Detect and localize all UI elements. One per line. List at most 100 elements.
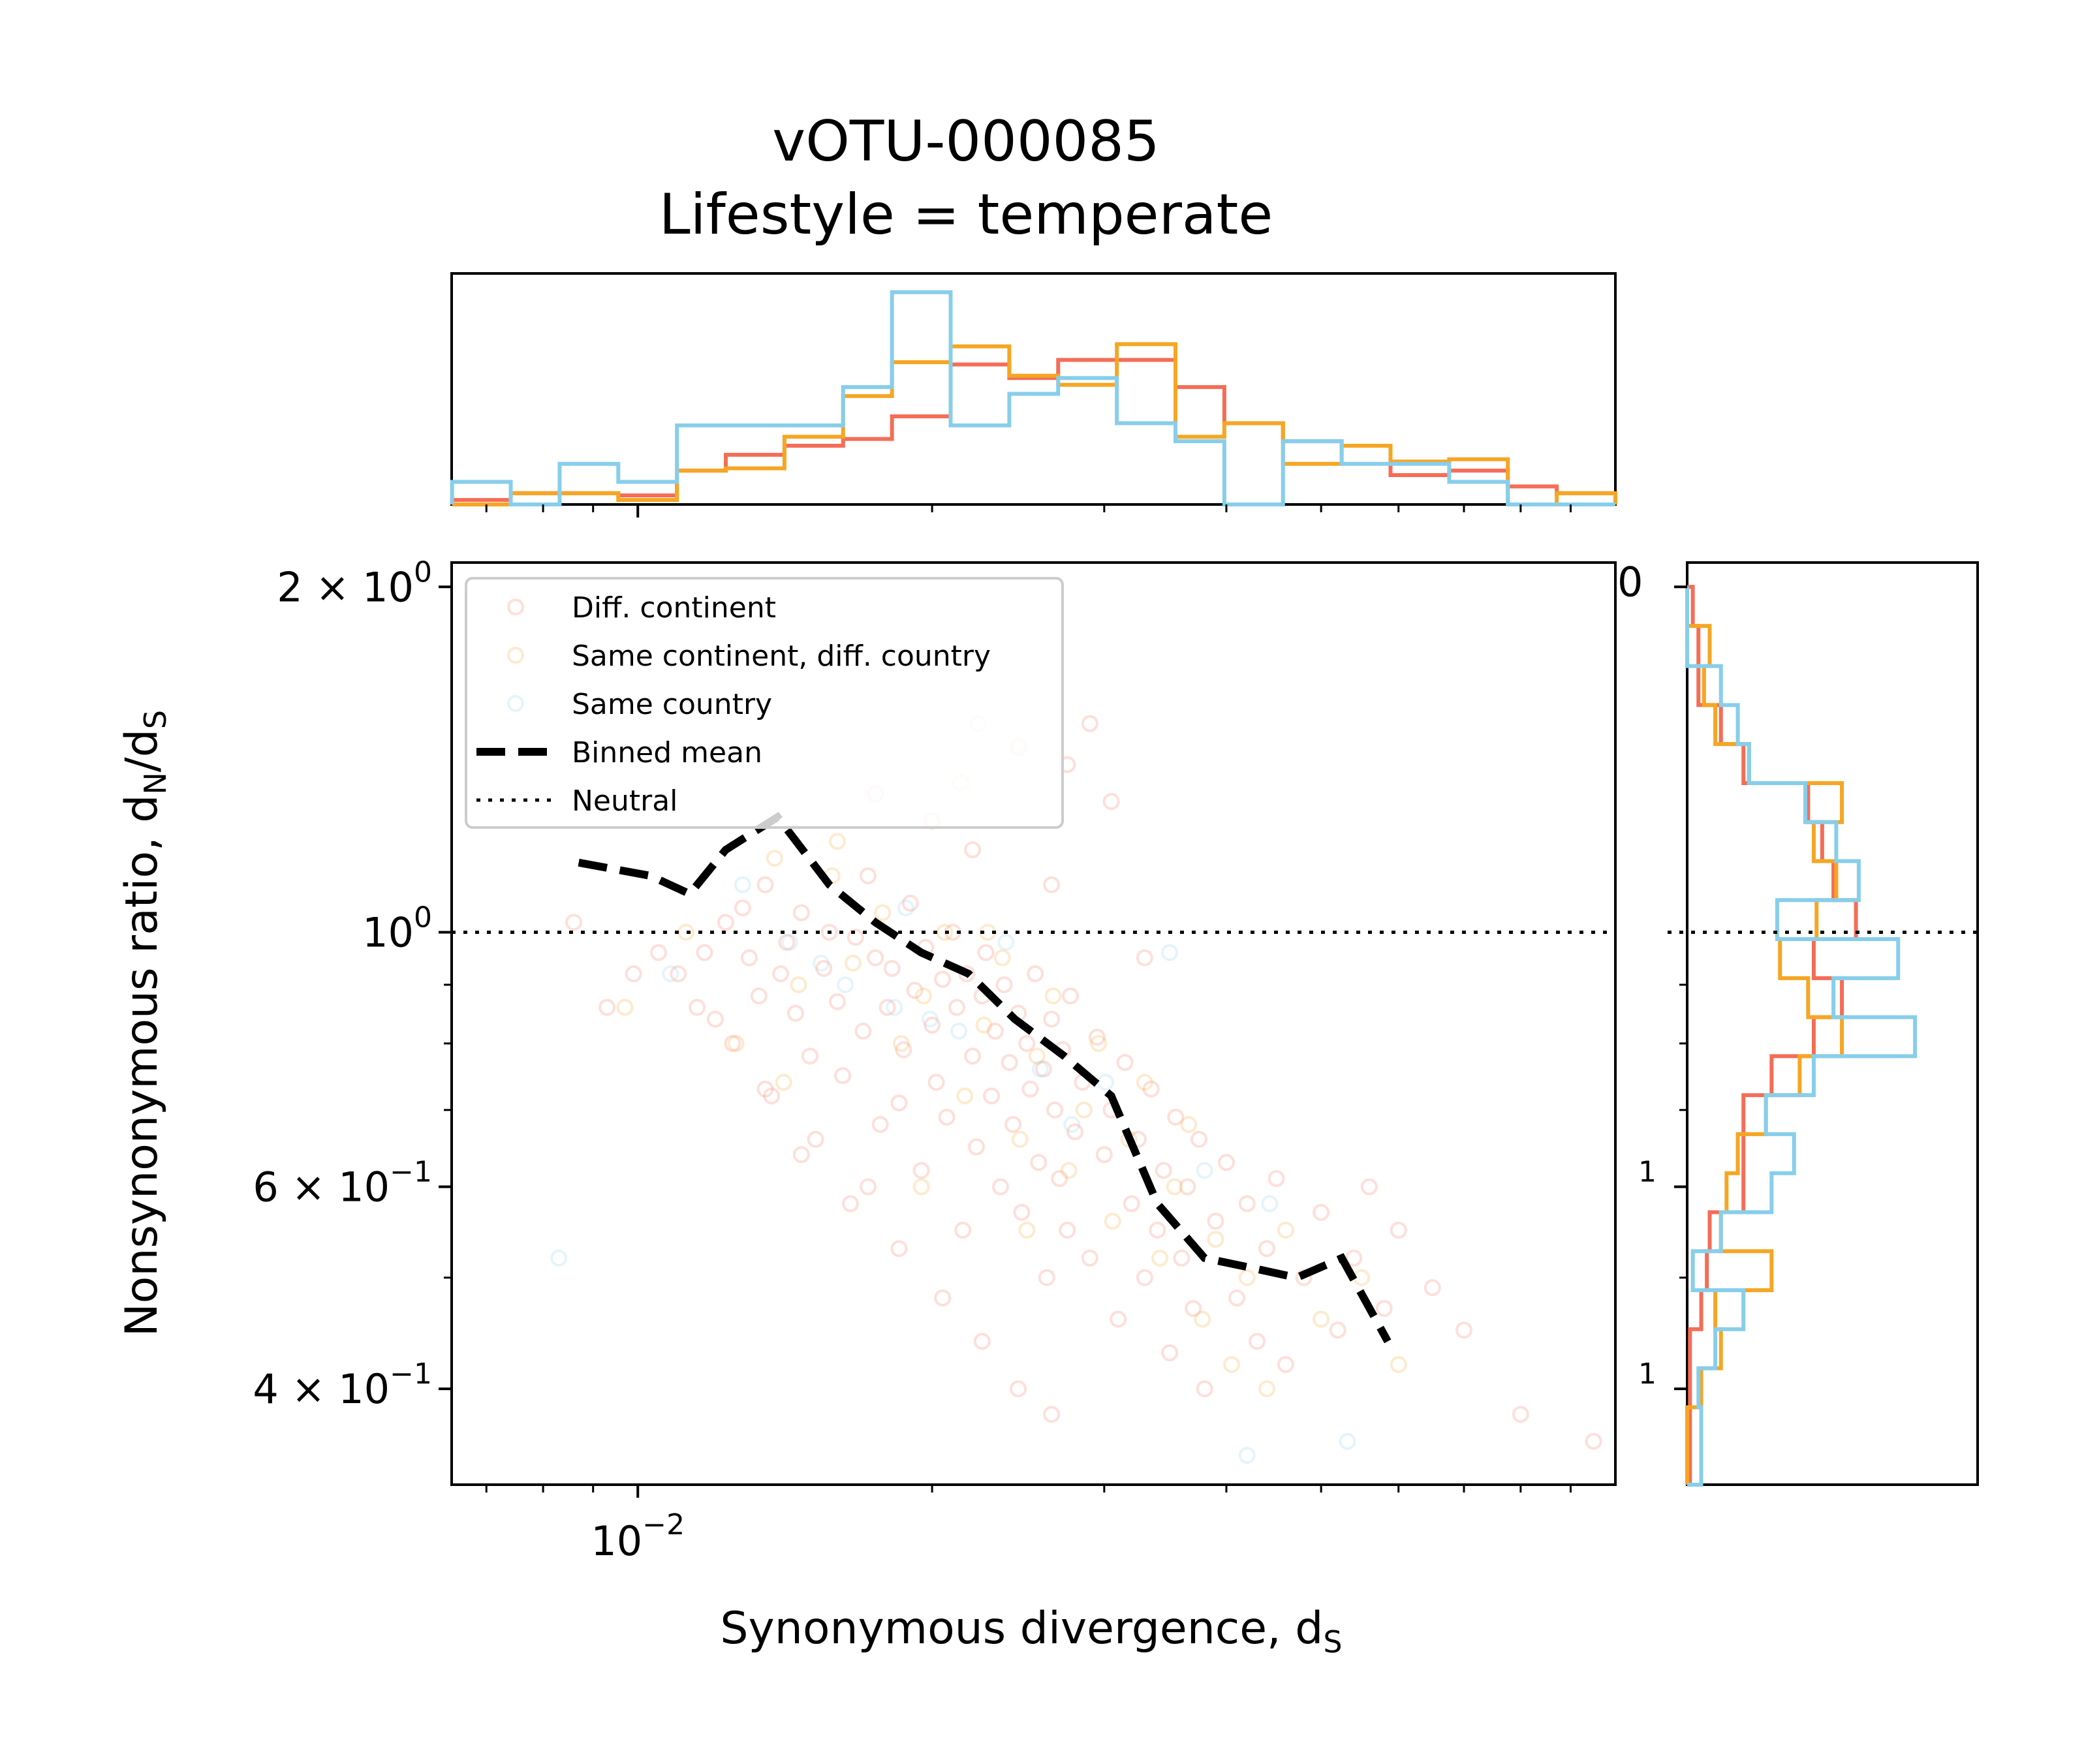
y-axis-label-mid: /d <box>116 729 168 772</box>
right-histogram-tick-fragment: 1 <box>1638 1156 1656 1189</box>
scatter-point-diff-continent <box>1013 1203 1031 1221</box>
legend-label: Same country <box>572 688 772 721</box>
top-histogram <box>450 272 1617 518</box>
scatter-point-diff-continent <box>807 1130 824 1148</box>
scatter-point-diff-continent <box>912 1162 930 1179</box>
scatter-point-diff-continent <box>1190 1130 1207 1148</box>
scatter-point-diff-continent <box>1329 1322 1346 1339</box>
scatter-point-diff-continent <box>1155 1162 1172 1179</box>
scatter-point-diff-continent <box>1512 1406 1529 1423</box>
top-histogram-diff-continent <box>450 358 1615 504</box>
y-axis-label-sub2: S <box>138 710 173 729</box>
scatter-point-diff-continent <box>1179 1178 1196 1196</box>
scatter-point-diff-continent <box>1268 1169 1285 1187</box>
scatter-point-same-country <box>1238 1447 1256 1464</box>
scatter-point-same-continent <box>1044 987 1062 1005</box>
scatter-point-diff-continent <box>1149 1221 1166 1239</box>
scatter-point-diff-continent <box>1136 949 1153 967</box>
scatter-point-diff-continent <box>1034 1060 1052 1078</box>
scatter-point-same-country <box>1063 1115 1081 1133</box>
scatter-point-diff-continent <box>734 899 751 917</box>
y-tick-exponent: −1 <box>390 1156 432 1189</box>
right-histogram: 0 1 1 <box>1617 558 1979 1487</box>
right-histogram-tick-fragment: 1 <box>1638 1357 1656 1391</box>
scatter-point-diff-continent <box>1061 987 1079 1005</box>
scatter-point-diff-continent <box>750 987 768 1005</box>
scatter-point-same-continent <box>892 1034 910 1052</box>
scatter-point-diff-continent <box>1030 1154 1048 1171</box>
scatter-point-diff-continent <box>1095 1146 1113 1164</box>
scatter-point-diff-continent <box>1081 715 1098 732</box>
scatter-point-diff-continent <box>1249 1333 1266 1350</box>
scatter-point-diff-continent <box>1018 1034 1036 1052</box>
scatter-point-diff-continent <box>1123 1195 1140 1213</box>
scatter-point-diff-continent <box>934 970 952 988</box>
scatter-point-diff-continent <box>1185 1299 1202 1317</box>
scatter-point-diff-continent <box>967 1138 985 1156</box>
scatter-point-same-country <box>950 1023 968 1040</box>
scatter-point-diff-continent <box>901 895 919 912</box>
scatter-point-diff-continent <box>1375 1299 1393 1317</box>
scatter-point-same-continent <box>766 850 783 867</box>
scatter-point-diff-continent <box>1277 1355 1294 1373</box>
scatter-point-diff-continent <box>778 933 796 951</box>
scatter-point-diff-continent <box>964 1047 982 1065</box>
scatter-point-same-continent <box>1151 1249 1169 1267</box>
main-panel-frame <box>450 561 1617 1486</box>
scatter-point-same-country <box>1031 1060 1049 1078</box>
scatter-point-diff-continent <box>1142 1080 1160 1098</box>
y-tick-label: 2 × 100 <box>277 555 432 611</box>
scatter-point-diff-continent <box>599 998 616 1016</box>
scatter-point-diff-continent <box>854 1023 872 1040</box>
scatter-point-diff-continent <box>756 1080 774 1098</box>
top-histogram-frame <box>450 272 1617 506</box>
scatter-point-diff-continent <box>828 993 846 1010</box>
chart-title: vOTU-000085 <box>772 109 1159 174</box>
scatter-point-diff-continent <box>871 1115 889 1133</box>
x-tick-base: 10 <box>591 1517 642 1565</box>
scatter-point-diff-continent <box>1423 1279 1441 1297</box>
scatter-point-diff-continent <box>763 1087 781 1105</box>
scatter-point-diff-continent <box>1043 876 1061 893</box>
scatter-point-diff-continent <box>1313 1203 1330 1221</box>
scatter-point-diff-continent <box>1066 1123 1083 1141</box>
legend-label: Binned mean <box>572 736 762 769</box>
scatter-point-same-continent <box>936 923 954 941</box>
scatter-point-same-country <box>997 933 1015 951</box>
scatter-point-same-continent <box>677 923 694 941</box>
scatter-point-diff-continent <box>1088 1029 1106 1046</box>
scatter-point-diff-continent <box>792 904 810 921</box>
scatter-point-same-continent <box>727 1034 745 1052</box>
scatter-point-same-country <box>837 976 854 993</box>
scatter-point-diff-continent <box>867 949 884 967</box>
legend-marker <box>507 598 524 615</box>
scatter-point-diff-continent <box>1021 1080 1039 1098</box>
right-histogram-diff-continent <box>1687 585 1858 1487</box>
scatter-point-diff-continent <box>1038 1269 1055 1286</box>
scatter-point-same-continent <box>1018 1221 1036 1239</box>
scatter-point-same-continent <box>1223 1355 1241 1373</box>
scatter-point-diff-continent <box>860 867 877 884</box>
scatter-point-diff-continent <box>992 1178 1010 1196</box>
legend-marker <box>507 695 524 712</box>
scatter-point-diff-continent <box>927 1074 945 1091</box>
x-axis-label-text: Synonymous divergence, d <box>720 1603 1323 1654</box>
scatter-point-diff-continent <box>717 914 734 931</box>
scatter-point-diff-continent <box>1455 1322 1472 1339</box>
y-tick-exponent: 0 <box>414 901 432 934</box>
scatter-point-same-continent <box>912 1178 930 1196</box>
scatter-point-diff-continent <box>820 923 838 941</box>
scatter-point-same-continent <box>975 1016 993 1034</box>
scatter-point-same-continent <box>1060 1162 1078 1179</box>
y-tick-label: 4 × 10−1 <box>253 1357 432 1413</box>
y-tick-base: 10 <box>338 1164 390 1211</box>
scatter-point-diff-continent <box>1167 1108 1185 1126</box>
scatter-point-same-country <box>1097 1074 1115 1091</box>
y-axis-label-sub1: N <box>138 772 173 794</box>
scatter-point-diff-continent <box>1173 1249 1190 1267</box>
legend-marker <box>507 647 524 664</box>
scatter-point-same-country <box>662 965 679 983</box>
scatter-point-diff-continent <box>1027 965 1044 983</box>
scatter-point-same-country <box>781 933 798 951</box>
